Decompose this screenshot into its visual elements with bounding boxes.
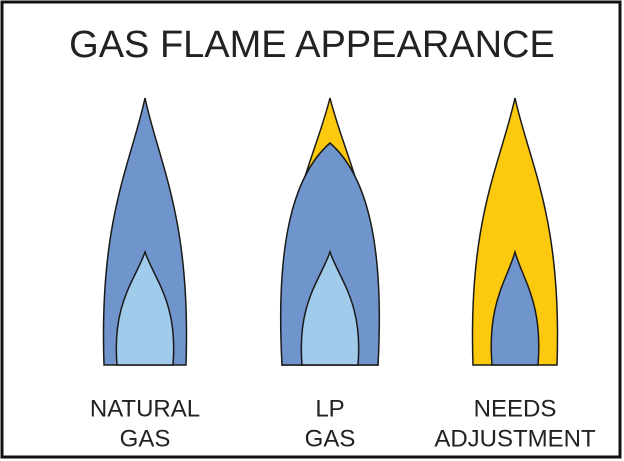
flame-label: NATURAL [90,395,200,422]
flame-label: ADJUSTMENT [434,425,596,452]
flame-label: NEEDS [474,395,557,422]
title: GAS FLAME APPEARANCE [69,24,555,66]
flame-label: GAS [120,425,171,452]
diagram: GAS FLAME APPEARANCE NATURAL GAS LP GAS NEED… [0,0,624,461]
flame-label: LP [315,395,344,422]
flame-label: GAS [305,425,356,452]
